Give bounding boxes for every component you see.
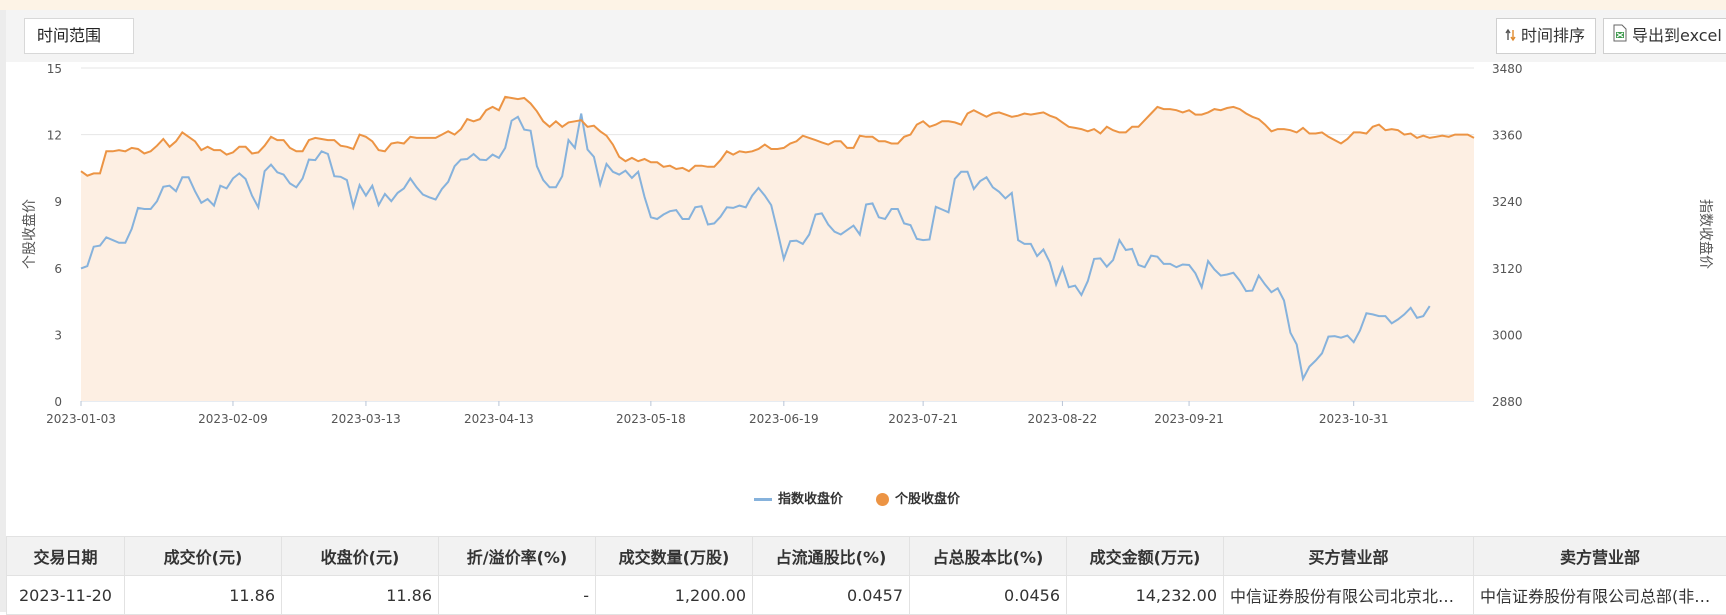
sort-arrows-icon <box>1505 20 1517 54</box>
table-header-row: 交易日期 成交价(元) 收盘价(元) 折/溢价率(%) 成交数量(万股) 占流通… <box>7 537 1726 576</box>
time-range-button[interactable]: 时间范围 <box>24 18 134 54</box>
time-sort-button[interactable]: 时间排序 <box>1496 18 1596 54</box>
x-tick-label: 2023-01-03 <box>46 412 116 426</box>
right-axis-title: 指数收盘价 <box>1697 199 1714 269</box>
legend-item-stock[interactable]: 个股收盘价 <box>876 488 960 507</box>
x-tick-label: 2023-09-21 <box>1154 412 1224 426</box>
x-tick-label: 2023-04-13 <box>464 412 534 426</box>
x-tick-label: 2023-03-13 <box>331 412 401 426</box>
legend-dot-swatch <box>876 493 889 506</box>
cell-trade-date: 2023-11-20 <box>7 576 125 615</box>
col-close-price[interactable]: 收盘价(元) <box>282 537 439 576</box>
export-excel-label: 导出到excel <box>1632 26 1722 45</box>
right-tick-label: 2880 <box>1492 395 1523 409</box>
excel-file-icon <box>1612 20 1628 54</box>
cell-total-ratio: 0.0456 <box>910 576 1067 615</box>
col-trade-date[interactable]: 交易日期 <box>7 537 125 576</box>
stock-price-area <box>81 97 1474 401</box>
x-tick-label: 2023-08-22 <box>1028 412 1098 426</box>
left-axis-title: 个股收盘价 <box>21 199 38 269</box>
cell-seller: 中信证券股份有限公司总部(非营业场所) <box>1474 576 1726 615</box>
left-tick-label: 3 <box>54 328 62 342</box>
table-row[interactable]: 2023-11-20 11.86 11.86 - 1,200.00 0.0457… <box>7 576 1726 615</box>
x-tick-label: 2023-10-31 <box>1319 412 1389 426</box>
col-buyer[interactable]: 买方营业部 <box>1224 537 1474 576</box>
left-tick-label: 9 <box>54 195 62 209</box>
col-seller[interactable]: 卖方营业部 <box>1474 537 1726 576</box>
toolbar: 时间范围 时间排序 导出到excel <box>6 10 1726 62</box>
left-tick-label: 0 <box>54 395 62 409</box>
legend-stock-label: 个股收盘价 <box>895 492 960 507</box>
legend-item-index[interactable]: 指数收盘价 <box>754 488 843 507</box>
legend-line-swatch <box>754 498 772 501</box>
left-tick-label: 12 <box>47 129 62 143</box>
export-excel-button[interactable]: 导出到excel <box>1603 18 1726 54</box>
col-total-ratio[interactable]: 占总股本比(%) <box>910 537 1067 576</box>
cell-deal-price: 11.86 <box>125 576 282 615</box>
right-tick-label: 3480 <box>1492 62 1523 76</box>
right-tick-label: 3360 <box>1492 129 1523 143</box>
col-deal-price[interactable]: 成交价(元) <box>125 537 282 576</box>
left-tick-label: 15 <box>47 62 62 76</box>
x-tick-label: 2023-05-18 <box>616 412 686 426</box>
time-sort-label: 时间排序 <box>1521 26 1585 45</box>
x-tick-label: 2023-07-21 <box>888 412 958 426</box>
price-chart: 0 3 6 9 12 15 2880 3000 3120 3240 3360 3480 2023-01-… <box>6 62 1726 482</box>
cell-volume: 1,200.00 <box>596 576 753 615</box>
cell-float-ratio: 0.0457 <box>753 576 910 615</box>
trade-table: 交易日期 成交价(元) 收盘价(元) 折/溢价率(%) 成交数量(万股) 占流通… <box>6 536 1726 615</box>
left-tick-label: 6 <box>54 262 62 276</box>
cell-close-price: 11.86 <box>282 576 439 615</box>
col-amount[interactable]: 成交金额(万元) <box>1067 537 1224 576</box>
right-tick-label: 3240 <box>1492 195 1523 209</box>
col-float-ratio[interactable]: 占流通股比(%) <box>753 537 910 576</box>
legend-index-label: 指数收盘价 <box>778 492 843 507</box>
cell-amount: 14,232.00 <box>1067 576 1224 615</box>
right-tick-label: 3120 <box>1492 262 1523 276</box>
col-premium-rate[interactable]: 折/溢价率(%) <box>439 537 596 576</box>
x-tick-label: 2023-02-09 <box>198 412 268 426</box>
cell-buyer: 中信证券股份有限公司北京北三环东路证券营业部 <box>1224 576 1474 615</box>
x-tick-label: 2023-06-19 <box>749 412 819 426</box>
col-volume[interactable]: 成交数量(万股) <box>596 537 753 576</box>
cell-premium-rate: - <box>439 576 596 615</box>
right-tick-label: 3000 <box>1492 328 1523 342</box>
